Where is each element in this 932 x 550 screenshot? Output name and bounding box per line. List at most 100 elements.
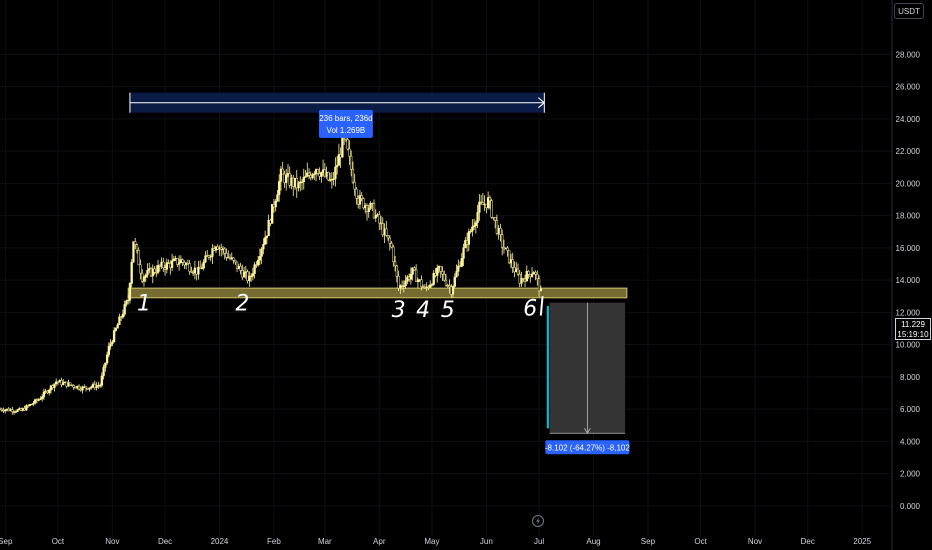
candle-body	[460, 258, 463, 267]
x-tick-label: Nov	[105, 537, 119, 546]
candle-body	[348, 148, 351, 157]
x-tick-label: Nov	[748, 537, 762, 546]
candle-body	[121, 313, 125, 318]
candle-body	[429, 284, 432, 288]
y-tick-label: 0.000	[900, 502, 921, 511]
candle-body	[494, 217, 497, 221]
range-info-line1: 236 bars, 236d	[319, 114, 372, 123]
candle-body	[495, 220, 499, 234]
candle-body	[525, 271, 528, 282]
candle-body	[393, 261, 397, 267]
candle-body	[130, 261, 133, 284]
candle-body	[107, 345, 111, 356]
candle-body	[14, 411, 17, 413]
candle-body	[411, 267, 414, 275]
candle-body	[302, 177, 305, 183]
candle-body	[490, 200, 493, 218]
x-tick-label: Jun	[480, 537, 493, 546]
candle-body	[506, 247, 509, 251]
candle-body	[444, 279, 448, 286]
candle-body	[332, 178, 335, 180]
candle-body	[234, 260, 237, 263]
y-tick-label: 24.000	[896, 115, 921, 124]
candle-body	[355, 188, 358, 199]
candle-body	[390, 243, 393, 248]
candle-body	[462, 247, 465, 259]
candle-body	[413, 267, 416, 271]
candle-body	[211, 248, 214, 257]
candle-body	[118, 316, 121, 325]
candle-body	[165, 262, 168, 270]
candle-body	[265, 235, 269, 238]
candle-body	[527, 271, 530, 275]
candle-body	[263, 237, 267, 245]
candle-body	[511, 259, 514, 268]
candle-body	[469, 230, 472, 233]
candle-body	[251, 273, 255, 277]
candle-body	[430, 284, 434, 286]
candle-body	[123, 304, 126, 315]
candle-body	[313, 173, 316, 175]
candle-body	[162, 261, 165, 268]
candle-body	[274, 201, 277, 208]
candle-body	[304, 175, 307, 178]
candle-body	[453, 276, 456, 287]
candle-body	[81, 386, 84, 391]
candle-body	[414, 269, 418, 282]
grid	[0, 0, 892, 536]
candle-body	[536, 274, 539, 280]
y-tick-label: 26.000	[896, 83, 921, 92]
candle-body	[111, 341, 114, 344]
y-tick-label: 22.000	[896, 147, 921, 156]
candle-body	[451, 286, 455, 295]
support-zone[interactable]	[127, 287, 628, 299]
candle-body	[100, 375, 103, 386]
candle-body	[11, 409, 14, 413]
candle-body	[146, 269, 149, 276]
candle-body	[199, 266, 202, 269]
candle-body	[16, 409, 19, 412]
candle-body	[153, 268, 156, 273]
candle-body	[40, 396, 44, 400]
candle-body	[420, 279, 423, 287]
candle-body	[362, 198, 365, 209]
candle-body	[267, 220, 270, 237]
candle-body	[353, 181, 356, 190]
candle-body	[478, 201, 481, 213]
currency-badge[interactable]: USDT	[894, 3, 924, 19]
pattern-point-label: 4	[416, 298, 430, 323]
candle-body	[139, 264, 142, 274]
candle-body	[499, 227, 502, 235]
y-tick-label: 10.000	[896, 341, 921, 350]
candle-body	[39, 398, 42, 400]
y-tick-label: 16.000	[896, 244, 921, 253]
x-tick-label: Apr	[373, 537, 386, 546]
candle-body	[409, 274, 413, 280]
candle-body	[53, 383, 56, 388]
x-tick-label: Sep	[0, 537, 13, 546]
candle-body	[32, 402, 35, 405]
candle-body	[416, 279, 420, 282]
candle-body	[177, 262, 181, 265]
candle-body	[26, 405, 30, 407]
candle-body	[448, 285, 451, 288]
y-tick-label: 6.000	[900, 405, 921, 414]
candle-body	[374, 214, 377, 219]
candle-body	[72, 385, 75, 388]
candle-body	[33, 399, 37, 404]
candle-body	[341, 137, 344, 158]
x-tick-label: May	[424, 537, 439, 546]
candle-body	[520, 278, 523, 284]
lightning-icon[interactable]	[532, 515, 544, 527]
candle-body	[128, 283, 132, 301]
candle-body	[181, 259, 184, 263]
candle-body	[508, 250, 511, 264]
candle-body	[279, 168, 283, 182]
candle-body	[77, 385, 81, 390]
x-tick-label: Jul	[534, 537, 544, 546]
candle-body	[276, 194, 279, 202]
candle-body	[105, 354, 109, 364]
candle-body	[388, 237, 391, 244]
